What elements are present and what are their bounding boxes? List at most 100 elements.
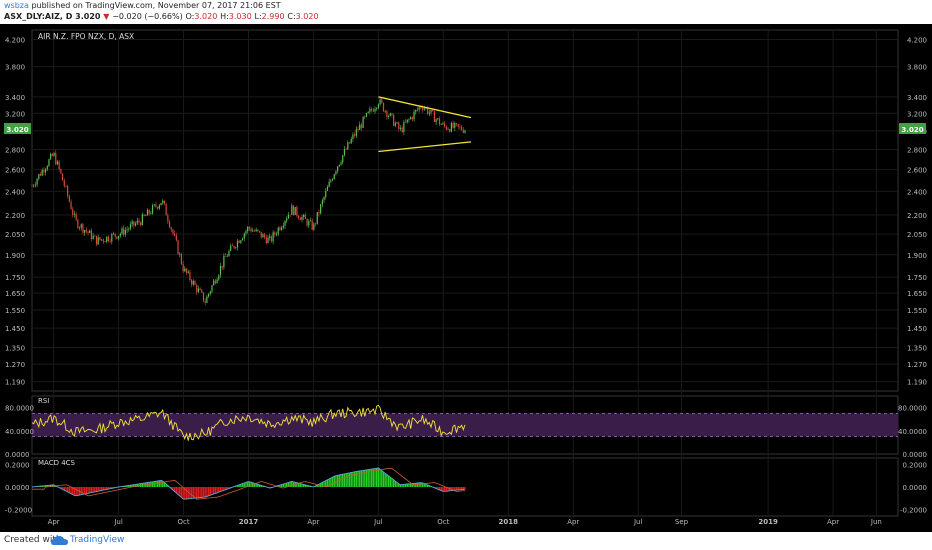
candle-body: [464, 130, 466, 133]
created-with-label: Created with: [4, 535, 62, 545]
candle-body: [160, 202, 162, 206]
candle-body: [292, 205, 295, 215]
x-tick-label: 2018: [499, 518, 519, 526]
candle-body: [150, 213, 152, 215]
rsi-pane[interactable]: RSI: [31, 397, 898, 441]
candle-body: [60, 168, 62, 174]
candle-body: [360, 124, 363, 128]
candle-body: [398, 122, 400, 129]
candle-body: [391, 113, 393, 115]
candle-body: [241, 238, 244, 241]
candle-body: [265, 237, 267, 244]
y-tick-label: 1.270: [907, 361, 927, 369]
candle-body: [44, 169, 47, 173]
candle-body: [131, 221, 133, 225]
trendline-lower: [378, 141, 472, 153]
last-price: 3.020: [75, 12, 101, 21]
y-tick-label: 1.550: [5, 307, 25, 315]
y-tick-label: 1.550: [907, 307, 927, 315]
candle-body: [328, 181, 330, 187]
candle-body: [376, 107, 378, 109]
candle-body: [347, 142, 349, 150]
y-tick-label: 1.350: [5, 344, 25, 352]
candle-body: [182, 263, 184, 272]
macd-y-tick: 0.0000: [903, 484, 928, 492]
candle-body: [196, 284, 198, 292]
candle-body: [255, 229, 257, 232]
y-tick-label: 3.800: [907, 64, 927, 72]
candle-body: [374, 108, 376, 112]
candle-body: [116, 236, 118, 239]
price-pane[interactable]: AIR N.Z. FPO NZX, D, ASX: [31, 32, 472, 306]
candle-body: [104, 241, 106, 243]
author-link[interactable]: wsbza: [4, 1, 29, 10]
candle-body: [382, 102, 385, 112]
candle-body: [39, 174, 42, 176]
candle-body: [146, 209, 149, 216]
candle-body: [247, 226, 249, 232]
candle-body: [459, 126, 461, 128]
change-value: −0.020 (−0.66%): [112, 12, 183, 21]
candle-body: [55, 153, 57, 165]
y-tick-label: 1.270: [5, 361, 25, 369]
rsi-y-tick: 40.0000: [5, 428, 34, 436]
candle-body: [128, 228, 130, 230]
candle-body: [151, 205, 154, 214]
candle-body: [340, 162, 342, 165]
candle-body: [70, 201, 72, 210]
x-tick-label: Jun: [870, 518, 882, 526]
candle-body: [199, 288, 201, 291]
candle-body: [126, 229, 128, 231]
candle-body: [114, 233, 116, 237]
candle-body: [180, 253, 183, 264]
candle-body: [272, 232, 274, 242]
candle-body: [170, 227, 172, 230]
axes: 4.200 4.200 3.800 3.800 3.400 3.400 3.200 3.200…: [4, 37, 927, 526]
candle-body: [430, 109, 432, 113]
candle-body: [194, 281, 196, 285]
open-value: 3.020: [194, 12, 218, 21]
candle-body: [102, 239, 104, 242]
candle-body: [352, 134, 354, 139]
candle-body: [218, 275, 220, 280]
candle-body: [233, 245, 235, 248]
macd-pane[interactable]: MACD 4CS: [31, 459, 466, 500]
candle-body: [61, 173, 64, 181]
candle-body: [243, 233, 245, 239]
candle-body: [252, 230, 254, 232]
macd-y-tick: -0.2000: [5, 506, 32, 514]
candle-body: [119, 233, 121, 237]
y-tick-label: 3.800: [5, 64, 25, 72]
candle-body: [394, 123, 396, 126]
candle-body: [389, 113, 391, 116]
candle-body: [248, 226, 250, 229]
x-tick-label: Oct: [437, 518, 449, 526]
candle-body: [258, 231, 261, 232]
candle-body: [421, 107, 424, 110]
candle-body: [432, 109, 434, 112]
candle-body: [209, 291, 211, 294]
candle-body: [213, 280, 215, 286]
candle-body: [80, 224, 82, 228]
candle-body: [299, 218, 301, 220]
chart-canvas[interactable]: AIR N.Z. FPO NZX, D, ASX RSI MACD 4CS 4.…: [0, 24, 932, 532]
candle-body: [141, 214, 143, 226]
candle-body: [457, 124, 459, 127]
candle-body: [303, 214, 305, 217]
candle-body: [267, 237, 269, 244]
candle-body: [143, 214, 145, 216]
quote-line: ASX_DLY:AIZ, D 3.020 ▼ −0.020 (−0.66%) O…: [4, 11, 319, 23]
candle-body: [438, 118, 441, 125]
rsi-y-tick: 80.0000: [5, 405, 34, 413]
candle-body: [109, 241, 111, 242]
tradingview-brand[interactable]: TradingView: [70, 535, 125, 545]
y-tick-label: 3.200: [907, 110, 927, 118]
candle-body: [313, 223, 315, 230]
candle-body: [51, 153, 53, 156]
candle-body: [343, 149, 346, 156]
candle-body: [56, 161, 59, 165]
high-value: 3.030: [228, 12, 252, 21]
candle-body: [214, 280, 216, 284]
candle-body: [94, 235, 96, 237]
pane-border: [31, 29, 899, 392]
